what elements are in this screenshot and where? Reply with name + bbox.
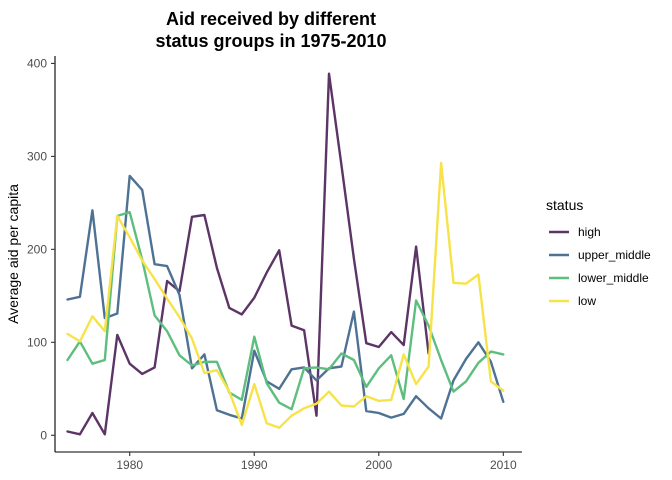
legend-label-high: high — [578, 225, 601, 239]
y-axis-title: Average aid per capita — [5, 184, 21, 324]
chart-title-line-2: status groups in 1975-2010 — [155, 31, 386, 51]
series-line-high — [66, 72, 430, 436]
y-tick-label: 400 — [27, 56, 47, 70]
x-tick-label: 2010 — [490, 458, 517, 472]
y-tick-label: 200 — [27, 242, 47, 256]
y-axis-ticks: 0 100 200 300 400 — [27, 56, 55, 442]
chart-title-line-1: Aid received by different — [166, 9, 376, 29]
legend-label-low: low — [578, 294, 596, 308]
y-tick-label: 100 — [27, 335, 47, 349]
series-line-upper-middle — [66, 174, 505, 420]
x-tick-label: 2000 — [365, 458, 392, 472]
legend-title: status — [546, 197, 583, 213]
y-tick-label: 300 — [27, 149, 47, 163]
legend-label-lower-middle: lower_middle — [578, 271, 649, 285]
plot-lines — [66, 72, 505, 436]
x-tick-label: 1980 — [116, 458, 143, 472]
legend-label-upper-middle: upper_middle — [578, 248, 651, 262]
x-axis-ticks: 1980 1990 2000 2010 — [116, 452, 517, 472]
x-tick-label: 1990 — [241, 458, 268, 472]
series-line-low — [66, 161, 505, 429]
y-tick-label: 0 — [40, 428, 47, 442]
